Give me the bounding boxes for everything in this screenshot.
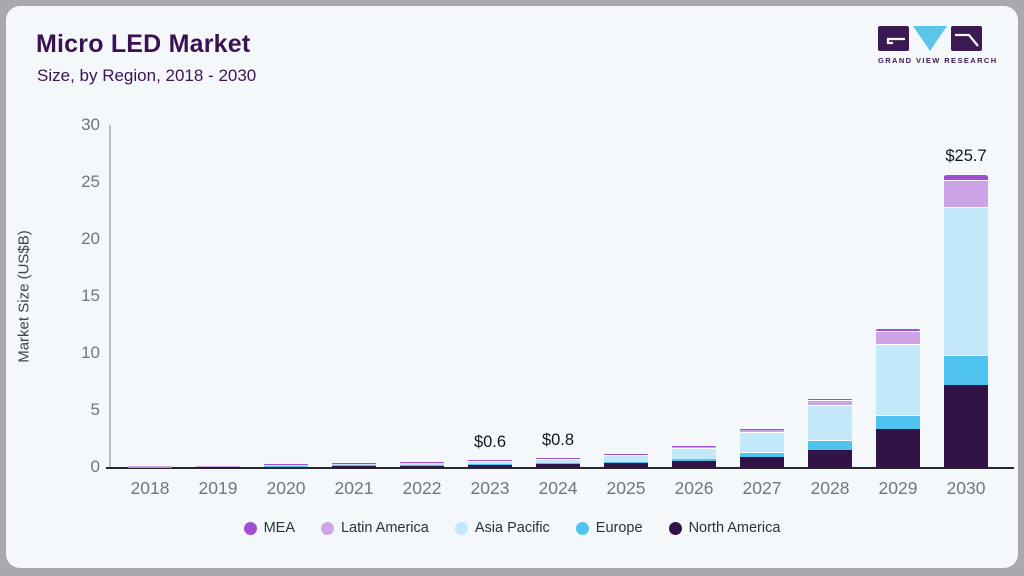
bar-segment-north-america-2025 — [604, 462, 648, 467]
legend-item-europe: Europe — [575, 520, 643, 536]
bar-segment-asia-pacific-2025 — [604, 454, 648, 462]
bar-segment-latin-america-2029 — [876, 331, 920, 344]
bar-segment-asia-pacific-2024 — [536, 458, 580, 463]
bar-segment-europe-2030 — [944, 355, 988, 385]
x-axis-line — [106, 467, 1014, 469]
legend-dot-icon — [575, 521, 589, 535]
bar-segment-north-america-2023 — [468, 464, 512, 467]
bar-segment-europe-2029 — [876, 414, 920, 430]
y-tick-label: 30 — [81, 115, 100, 134]
x-tick-label: 2020 — [266, 478, 306, 498]
legend: MEA Latin America Asia Pacific Europe North … — [6, 520, 1018, 536]
legend-dot-icon — [668, 521, 682, 535]
x-tick-label: 2026 — [674, 478, 714, 498]
bar-segment-north-america-2021 — [332, 465, 376, 467]
bar-segment-europe-2023 — [468, 463, 512, 465]
plot-area: $0.6 $0.8 $25.7 — [106, 125, 1015, 469]
y-tick-label: 25 — [81, 172, 100, 191]
bar-segment-mea-2028 — [808, 398, 852, 400]
bar-segment-north-america-2028 — [808, 449, 852, 467]
y-tick-label: 5 — [90, 400, 100, 419]
grand-view-research-logo: GRAND VIEW RESEARCH — [878, 26, 998, 65]
bar-segment-europe-2028 — [808, 439, 852, 450]
bar-segment-asia-pacific-2028 — [808, 405, 852, 440]
x-tick-label: 2027 — [742, 478, 782, 498]
bar-segment-asia-pacific-2019 — [196, 465, 240, 467]
bar-value-label-2030: $25.7 — [945, 147, 987, 166]
y-tick-label: 0 — [90, 457, 100, 476]
x-tick-label: 2022 — [402, 478, 442, 498]
bar-segment-asia-pacific-2026 — [672, 447, 716, 460]
legend-label: Europe — [595, 520, 643, 536]
x-tick-label: 2018 — [130, 478, 170, 498]
legend-dot-icon — [243, 521, 257, 535]
legend-label: North America — [688, 520, 781, 536]
page-subtitle: Size, by Region, 2018 - 2030 — [37, 66, 257, 85]
bar-segment-latin-america-2025 — [604, 454, 648, 455]
bar-segment-north-america-2026 — [672, 460, 716, 467]
bar-segment-asia-pacific-2021 — [332, 463, 376, 466]
legend-item-asia-pacific: Asia Pacific — [454, 520, 550, 536]
chart-card: Micro LED Market Size, by Region, 2018 -… — [6, 6, 1018, 568]
bar-segment-asia-pacific-2029 — [876, 343, 920, 415]
bar-segment-north-america-2024 — [536, 463, 580, 467]
bar-segment-mea-2030 — [944, 174, 988, 180]
legend-dot-icon — [320, 521, 334, 535]
x-tick-label: 2030 — [946, 478, 986, 498]
bar-segment-europe-2027 — [740, 452, 784, 457]
y-axis-line — [109, 125, 111, 467]
legend-item-north-america: North America — [668, 520, 781, 536]
bar-value-label-2023: $0.6 — [473, 433, 507, 452]
bar-segment-asia-pacific-2020 — [264, 464, 308, 466]
x-tick-label: 2028 — [810, 478, 850, 498]
legend-item-mea: MEA — [243, 520, 295, 536]
x-tick-label: 2021 — [334, 478, 374, 498]
bar-segment-north-america-2030 — [944, 384, 988, 467]
bar-segment-europe-2025 — [604, 461, 648, 463]
legend-item-latin-america: Latin America — [320, 520, 429, 536]
bar-segment-north-america-2029 — [876, 429, 920, 467]
gvr-logo-icon — [878, 26, 982, 51]
bar-segment-latin-america-2026 — [672, 446, 716, 448]
bar-segment-latin-america-2030 — [944, 179, 988, 208]
bar-segment-latin-america-2027 — [740, 429, 784, 433]
x-tick-label: 2025 — [606, 478, 646, 498]
y-tick-label: 10 — [81, 343, 100, 362]
bar-segment-asia-pacific-2023 — [468, 460, 512, 464]
bar-segment-north-america-2027 — [740, 456, 784, 467]
page-title: Micro LED Market — [36, 30, 251, 58]
bar-segment-europe-2026 — [672, 459, 716, 461]
bar-segment-mea-2027 — [740, 428, 784, 430]
logo-caption: GRAND VIEW RESEARCH — [878, 56, 998, 65]
legend-label: MEA — [263, 520, 295, 536]
x-tick-label: 2024 — [538, 478, 578, 498]
legend-label: Latin America — [340, 520, 429, 536]
bar-value-label-2024: $0.8 — [541, 430, 575, 449]
bar-segment-europe-2024 — [536, 462, 580, 464]
y-tick-label: 15 — [81, 286, 100, 305]
x-tick-label: 2029 — [878, 478, 918, 498]
bar-segment-asia-pacific-2030 — [944, 207, 988, 356]
bar-segment-north-america-2022 — [400, 465, 444, 467]
y-tick-label: 20 — [81, 229, 100, 248]
x-tick-label: 2023 — [470, 478, 510, 498]
legend-dot-icon — [454, 521, 468, 535]
bar-segment-latin-america-2028 — [808, 399, 852, 406]
bar-segment-latin-america-2024 — [536, 458, 580, 459]
bar-segment-mea-2029 — [876, 329, 920, 332]
bar-segment-north-america-2020 — [264, 466, 308, 467]
legend-label: Asia Pacific — [474, 520, 550, 536]
bar-segment-asia-pacific-2027 — [740, 432, 784, 453]
bar-segment-asia-pacific-2022 — [400, 462, 444, 465]
x-tick-label: 2019 — [198, 478, 238, 498]
